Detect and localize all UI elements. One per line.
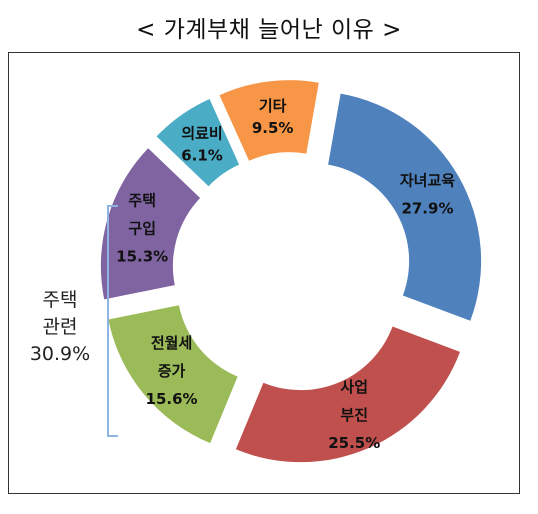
slice-housing [100,148,201,300]
slice-other [219,80,319,161]
group-bracket [107,205,118,437]
group-label-housing-related: 주택 관련 30.9% [30,289,90,365]
slice-label-medical: 의료비 6.1% [181,125,223,165]
slice-label-other: 기타 9.5% [252,97,294,137]
chart-frame [8,52,520,494]
slice-medical [156,99,240,187]
slice-rent [108,305,238,444]
slice-label-business: 사업 부진 25.5% [328,378,380,452]
chart-title: < 가계부채 늘어난 이유 > [136,17,402,43]
slice-business [235,326,460,463]
slice-education [328,93,482,321]
slice-label-education: 자녀교육 27.9% [400,172,455,218]
slice-label-rent: 전월세 증가 15.6% [146,334,198,408]
slice-label-housing: 주택 구입 15.3% [116,191,168,265]
